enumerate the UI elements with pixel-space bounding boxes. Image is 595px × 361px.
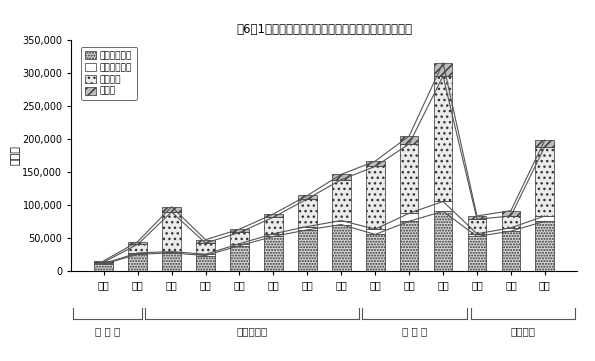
Bar	[196, 243, 215, 254]
Bar	[298, 196, 317, 199]
Bar	[196, 254, 215, 256]
Bar	[468, 219, 486, 234]
Bar	[536, 140, 554, 147]
Bar	[332, 221, 350, 225]
Bar	[434, 211, 452, 271]
Bar	[264, 217, 283, 234]
Bar	[400, 221, 418, 271]
Bar	[400, 136, 418, 144]
Bar	[162, 212, 181, 252]
Bar	[400, 213, 418, 221]
Bar	[332, 225, 350, 271]
Bar	[129, 244, 147, 253]
Bar	[95, 261, 113, 262]
Bar	[366, 229, 384, 234]
Bar	[162, 252, 181, 253]
Bar	[230, 229, 249, 232]
Bar	[502, 211, 520, 216]
Bar	[366, 234, 384, 271]
Bar	[468, 236, 486, 271]
Y-axis label: （円）: （円）	[11, 145, 21, 165]
Bar	[400, 144, 418, 213]
Bar	[434, 76, 452, 201]
Bar	[129, 254, 147, 271]
Bar	[264, 236, 283, 271]
Bar	[95, 264, 113, 271]
Bar	[468, 234, 486, 236]
Text: 中 学 校: 中 学 校	[402, 326, 427, 336]
Bar	[196, 240, 215, 243]
Bar	[434, 201, 452, 211]
Bar	[366, 161, 384, 166]
Bar	[366, 166, 384, 229]
Bar	[536, 216, 554, 221]
Bar	[298, 230, 317, 271]
Bar	[298, 226, 317, 230]
Bar	[230, 232, 249, 244]
Text: 小　学　校: 小 学 校	[236, 326, 268, 336]
Text: 幼 稚 園: 幼 稚 園	[95, 326, 120, 336]
Bar	[502, 231, 520, 271]
Bar	[129, 253, 147, 254]
Bar	[468, 216, 486, 219]
Bar	[332, 180, 350, 221]
Bar	[230, 246, 249, 271]
Bar	[162, 253, 181, 271]
Bar	[502, 216, 520, 228]
Bar	[536, 221, 554, 271]
Bar	[196, 256, 215, 271]
Bar	[332, 174, 350, 180]
Bar	[264, 234, 283, 236]
Bar	[502, 228, 520, 231]
Bar	[162, 207, 181, 212]
Title: 図6－1　学年別にみた補助学習費の支出構成（公立）: 図6－1 学年別にみた補助学習費の支出構成（公立）	[236, 23, 412, 36]
Bar	[95, 262, 113, 264]
Legend: 家庭内学習費, 家庭教師費等, 学習塩費, その他: 家庭内学習費, 家庭教師費等, 学習塩費, その他	[81, 47, 137, 100]
Text: 高等学校: 高等学校	[511, 326, 536, 336]
Bar	[298, 199, 317, 226]
Bar	[264, 214, 283, 217]
Bar	[230, 244, 249, 246]
Bar	[129, 242, 147, 244]
Bar	[434, 63, 452, 76]
Bar	[536, 147, 554, 216]
